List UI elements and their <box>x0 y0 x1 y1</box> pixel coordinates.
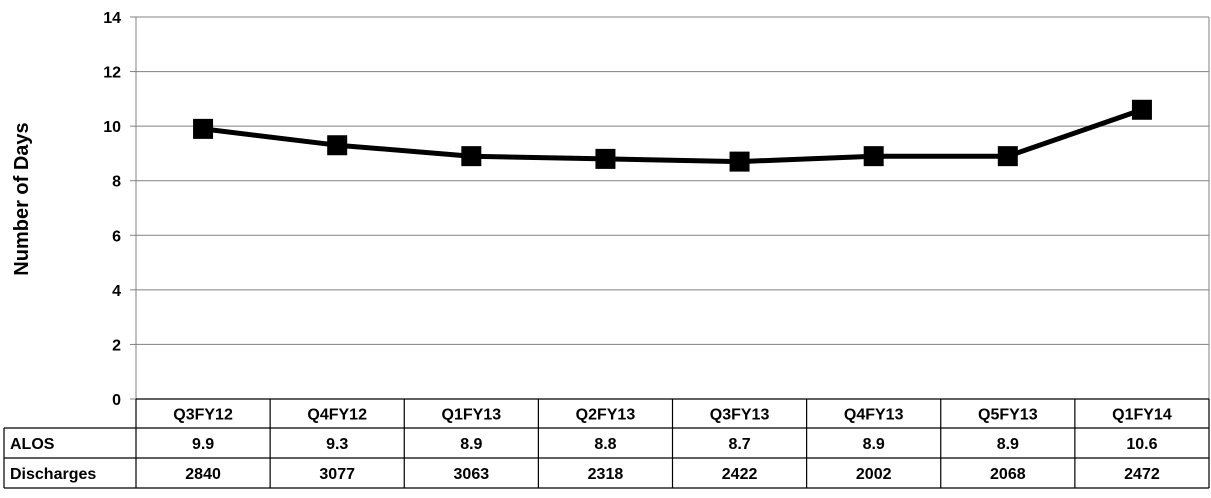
table-cell: 3077 <box>319 466 355 483</box>
data-point-marker <box>461 146 482 167</box>
table-cell: 9.9 <box>192 436 214 453</box>
y-tick-label: 2 <box>112 337 121 354</box>
table-cell: 9.3 <box>326 436 348 453</box>
y-tick-label: 6 <box>112 228 121 245</box>
data-point-marker <box>327 135 348 156</box>
data-table: Q3FY12 Q4FY12 Q1FY13 Q2FY13 Q3FY13 Q4FY13 Q5FY… <box>3 398 1210 489</box>
table-cell: 8.9 <box>997 436 1019 453</box>
category-label: Q4FY13 <box>844 407 904 424</box>
series-alos <box>193 99 1152 172</box>
category-label: Q2FY13 <box>576 407 636 424</box>
table-cell: 8.7 <box>728 436 750 453</box>
data-point-marker <box>193 118 214 139</box>
table-cell: 2422 <box>722 466 758 483</box>
y-tick-label: 4 <box>112 283 121 300</box>
table-cell: 2318 <box>588 466 624 483</box>
y-tick-label: 10 <box>103 119 121 136</box>
table-cell: 2002 <box>856 466 892 483</box>
table-cell: 10.6 <box>1126 436 1157 453</box>
series-line <box>202 107 1143 165</box>
table-row-label: ALOS <box>10 436 55 453</box>
y-tick-label: 0 <box>112 392 121 409</box>
category-label: Q5FY13 <box>978 407 1038 424</box>
y-tick-label: 14 <box>103 10 121 27</box>
table-cell: 8.9 <box>460 436 482 453</box>
table-cell: 3063 <box>454 466 490 483</box>
category-label: Q3FY13 <box>710 407 770 424</box>
category-label: Q1FY14 <box>1112 407 1172 424</box>
grid-lines <box>130 16 1210 400</box>
y-tick-label: 8 <box>112 174 121 191</box>
table-cell: 2840 <box>185 466 221 483</box>
y-tick-label: 12 <box>103 65 121 82</box>
y-axis-label: Number of Days <box>11 122 33 275</box>
table-row-label: Discharges <box>10 466 96 483</box>
data-point-marker <box>863 146 884 167</box>
table-cell: 8.9 <box>863 436 885 453</box>
data-point-marker <box>997 146 1018 167</box>
table-cell: 8.8 <box>594 436 616 453</box>
data-point-marker <box>595 148 616 169</box>
data-point-marker <box>729 151 750 172</box>
table-cell: 2068 <box>990 466 1026 483</box>
y-tick-labels: 0 2 4 6 8 10 12 14 <box>103 10 121 409</box>
table-cell: 2472 <box>1124 466 1160 483</box>
category-label: Q1FY13 <box>442 407 502 424</box>
data-point-marker <box>1131 99 1152 120</box>
category-label: Q3FY12 <box>173 407 233 424</box>
category-label: Q4FY12 <box>307 407 367 424</box>
